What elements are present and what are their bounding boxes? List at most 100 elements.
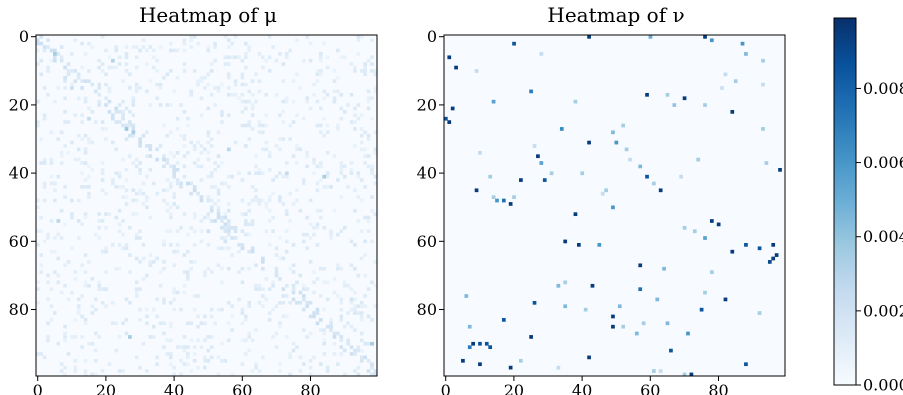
heatmap-cell	[349, 300, 354, 305]
heatmap-cell	[325, 150, 330, 155]
heatmap-cell	[59, 58, 64, 63]
heatmap-cell	[124, 246, 129, 251]
heatmap-cell	[138, 365, 142, 370]
heatmap-cell	[366, 96, 371, 100]
heatmap-cell	[247, 202, 252, 206]
heatmap-cell	[672, 103, 677, 107]
heatmap-cell	[645, 174, 649, 179]
heatmap-cell	[271, 307, 275, 312]
heatmap-cell	[312, 270, 316, 274]
heatmap-cell	[179, 225, 183, 230]
heatmap-cell	[240, 75, 245, 80]
heatmap-cell	[138, 48, 142, 53]
heatmap-cell	[63, 185, 67, 189]
heatmap-cell	[363, 62, 367, 66]
heatmap-cell	[87, 341, 91, 346]
heatmap-cell	[175, 75, 180, 80]
heatmap-cell	[247, 249, 252, 254]
heatmap-cell	[59, 45, 64, 49]
heatmap-cell	[363, 239, 367, 244]
heatmap-cell	[274, 58, 279, 63]
heatmap-cell	[359, 198, 364, 203]
colorbar-gradient	[833, 17, 857, 386]
heatmap-cell	[329, 321, 333, 326]
heatmap-cell	[261, 294, 265, 298]
heatmap-cell	[278, 52, 282, 56]
heatmap-cell	[121, 321, 125, 326]
heatmap-cell	[80, 120, 84, 124]
heatmap-cell	[42, 181, 47, 186]
heatmap-cell	[80, 185, 84, 189]
heatmap-cell	[233, 225, 238, 230]
heatmap-cell	[151, 335, 156, 339]
heatmap-cell	[66, 120, 71, 124]
heatmap-cell	[206, 82, 211, 87]
heatmap-cell	[199, 150, 204, 155]
heatmap-cell	[36, 38, 40, 43]
heatmap-cell	[165, 202, 170, 206]
heatmap-cell	[312, 280, 316, 285]
heatmap-cell	[703, 103, 707, 107]
heatmap-cell	[172, 167, 177, 172]
heatmap-cell	[114, 348, 119, 353]
heatmap-cell	[356, 311, 361, 315]
heatmap-cell	[519, 358, 523, 363]
heatmap-cell	[199, 113, 204, 118]
heatmap-cell	[298, 147, 303, 152]
heatmap-cell	[134, 89, 139, 94]
heatmap-cell	[46, 236, 50, 240]
heatmap-cell	[73, 277, 78, 281]
heatmap-cell	[76, 133, 81, 138]
heatmap-cell	[295, 113, 299, 118]
heatmap-cell	[63, 263, 67, 268]
heatmap-cell	[168, 324, 173, 329]
heatmap-cell	[56, 341, 61, 346]
heatmap-cell	[284, 208, 289, 213]
heatmap-cell	[295, 38, 299, 43]
heatmap-cell	[206, 215, 211, 220]
heatmap-cell	[308, 372, 313, 377]
heatmap-cell	[308, 260, 313, 264]
heatmap-cell	[336, 75, 340, 80]
heatmap-cell	[138, 171, 142, 176]
heatmap-cell	[46, 38, 50, 43]
heatmap-cell	[312, 171, 316, 176]
heatmap-cell	[104, 127, 108, 131]
heatmap-cell	[128, 253, 132, 257]
heatmap-cell	[349, 167, 354, 172]
heatmap-cell	[223, 181, 228, 186]
heatmap-cell	[209, 62, 214, 66]
heatmap-cell	[100, 300, 105, 305]
heatmap-cell	[114, 106, 119, 111]
heatmap-cell	[254, 154, 258, 158]
heatmap-cell	[363, 72, 367, 77]
heatmap-cell	[209, 355, 214, 360]
heatmap-cell	[288, 48, 292, 53]
heatmap-cell	[597, 243, 602, 247]
heatmap-cell	[145, 154, 149, 158]
heatmap-cell	[363, 294, 367, 298]
heatmap-cell	[192, 69, 197, 73]
heatmap-cell	[257, 52, 262, 56]
heatmap-cell	[549, 171, 554, 176]
heatmap-cell	[203, 365, 207, 370]
heatmap-cell	[295, 345, 299, 349]
heatmap-cell	[237, 249, 241, 254]
heatmap-cell	[209, 198, 214, 203]
heatmap-cell	[114, 45, 119, 49]
heatmap-cell	[254, 188, 258, 193]
heatmap-cell	[478, 341, 482, 346]
heatmap-cell	[179, 345, 183, 349]
heatmap-cell	[63, 324, 67, 329]
heatmap-cell	[66, 352, 71, 356]
heatmap-cell	[356, 195, 361, 199]
heatmap-cell	[49, 249, 54, 254]
heatmap-cell	[278, 195, 282, 199]
heatmap-cell	[223, 229, 228, 233]
heatmap-cell	[131, 45, 136, 49]
heatmap-cell	[271, 178, 275, 182]
heatmap-cell	[757, 311, 762, 315]
heatmap-cell	[203, 215, 207, 220]
heatmap-cell	[175, 178, 180, 182]
heatmap-cell	[370, 365, 374, 370]
